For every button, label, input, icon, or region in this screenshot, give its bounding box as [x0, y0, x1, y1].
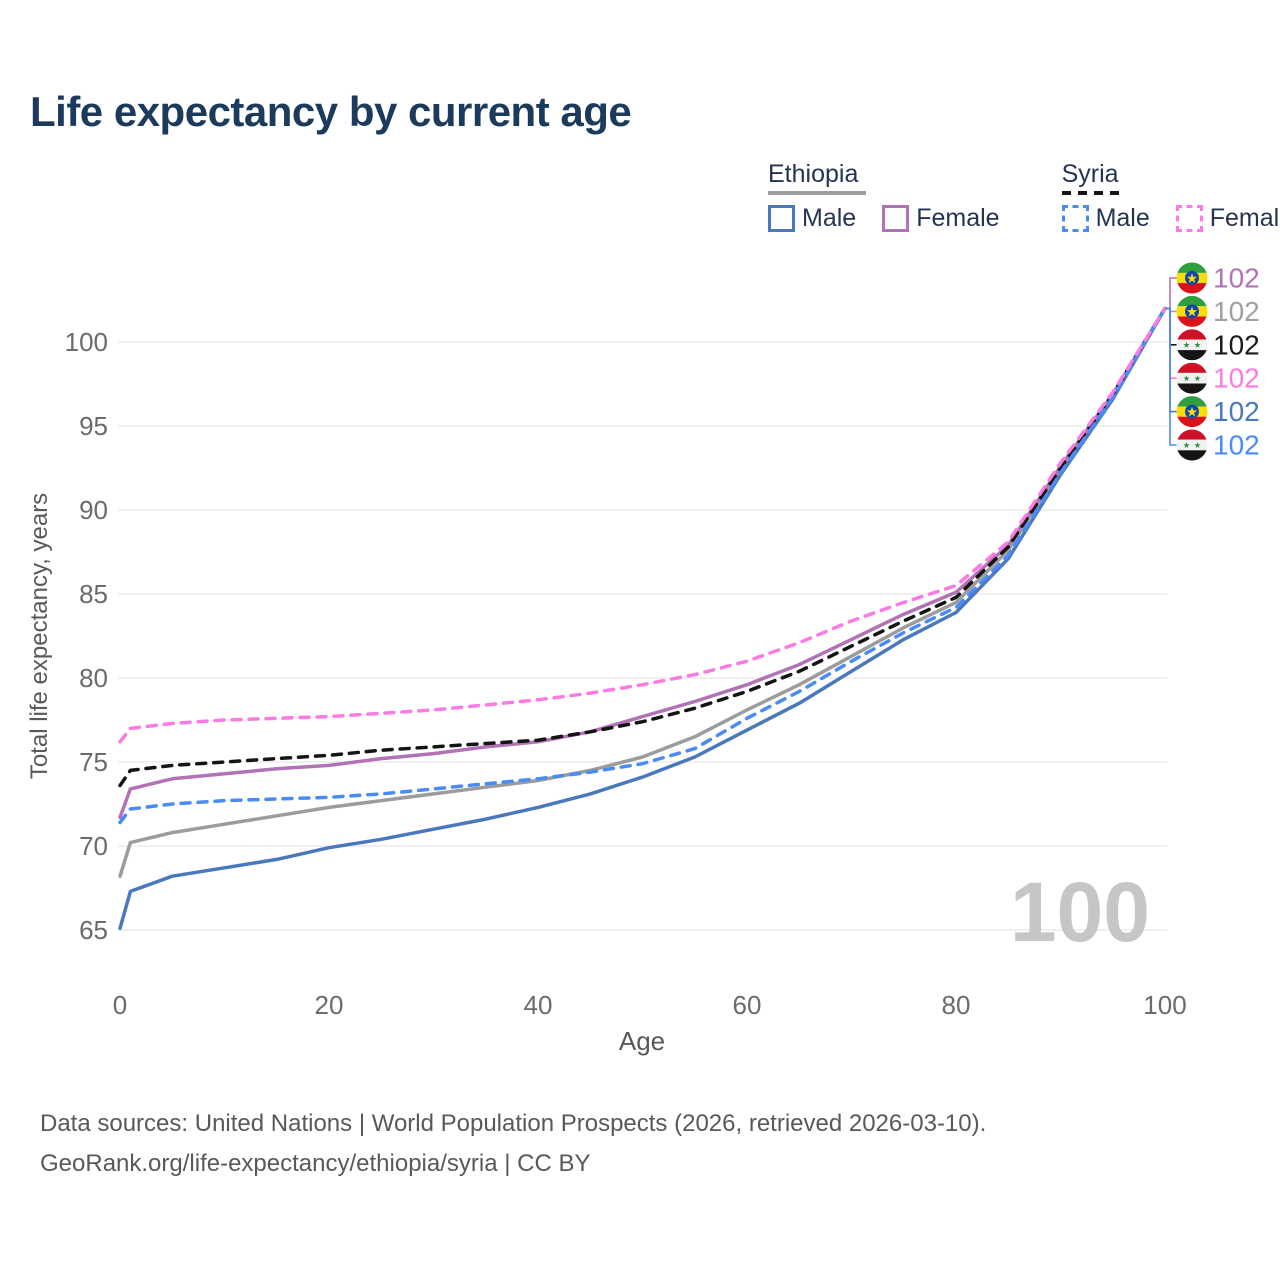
y-tick-100: 100 — [65, 327, 108, 357]
legend-group-ethiopia: Ethiopia Male Female — [768, 160, 1000, 233]
syria-flag-icon — [1176, 362, 1208, 394]
y-tick-95: 95 — [79, 411, 108, 441]
end-label-value-syria-female: 102 — [1213, 363, 1260, 394]
x-tick-80: 80 — [942, 990, 971, 1020]
legend-item-syria-female[interactable]: Female — [1175, 204, 1280, 233]
end-label-value-ethiopia-female: 102 — [1213, 263, 1260, 294]
ethiopia-flag-icon — [1176, 295, 1208, 327]
ethiopia-flag-icon — [1176, 396, 1208, 428]
legend-underline-syria — [1061, 191, 1120, 195]
footer: Data sources: United Nations | World Pop… — [40, 1104, 986, 1184]
footer-data-sources: Data sources: United Nations | World Pop… — [40, 1110, 987, 1137]
y-tick-80: 80 — [79, 663, 108, 693]
series-line-ethiopia[interactable] — [118, 306, 1167, 878]
y-tick-85: 85 — [79, 579, 108, 609]
ethiopia-female-swatch-icon — [882, 205, 910, 232]
legend-group-syria: Syria Male Female — [1061, 160, 1280, 233]
syria-male-swatch-icon — [1061, 205, 1089, 232]
end-label-value-ethiopia-male: 102 — [1213, 396, 1260, 427]
y-tick-90: 90 — [79, 495, 108, 525]
series-line-syria-female[interactable] — [118, 306, 1167, 744]
x-axis-title: Age — [619, 1026, 665, 1056]
end-label-value-syria: 102 — [1213, 329, 1260, 360]
legend: Ethiopia Male Female Syria — [768, 160, 1280, 233]
end-label-leader-ethiopia-male — [1165, 307, 1177, 413]
legend-label-syria-male: Male — [1095, 204, 1150, 232]
legend-label-syria-female: Female — [1209, 204, 1280, 232]
current-age-watermark: 100 — [1010, 865, 1150, 959]
series-line-syria[interactable] — [118, 306, 1167, 788]
legend-group-title-ethiopia: Ethiopia — [768, 160, 859, 188]
x-tick-20: 20 — [315, 990, 344, 1020]
legend-label-ethiopia-female: Female — [916, 204, 1000, 232]
end-label-leader-syria — [1165, 307, 1177, 346]
x-tick-0: 0 — [113, 990, 127, 1020]
ethiopia-male-swatch-icon — [768, 205, 795, 232]
syria-female-swatch-icon — [1175, 205, 1203, 232]
y-tick-65: 65 — [79, 915, 108, 945]
legend-item-ethiopia-female[interactable]: Female — [882, 204, 1000, 233]
end-label-value-syria-male: 102 — [1213, 430, 1260, 461]
x-tick-60: 60 — [733, 990, 762, 1020]
end-label-leader-ethiopia-female — [1165, 277, 1177, 310]
syria-flag-icon — [1176, 429, 1208, 461]
x-tick-40: 40 — [524, 990, 553, 1020]
series-line-ethiopia-female[interactable] — [118, 306, 1167, 820]
legend-item-ethiopia-male[interactable]: Male — [768, 204, 856, 233]
series-line-ethiopia-male[interactable] — [118, 306, 1167, 931]
legend-item-syria-male[interactable]: Male — [1061, 204, 1150, 233]
end-label-value-ethiopia: 102 — [1213, 296, 1260, 327]
ethiopia-flag-icon — [1176, 262, 1208, 294]
legend-group-title-syria: Syria — [1061, 160, 1119, 188]
chart-title: Life expectancy by current age — [30, 88, 632, 135]
legend-label-ethiopia-male: Male — [802, 204, 857, 232]
y-axis-title: Total life expectancy, years — [26, 493, 53, 779]
x-tick-100: 100 — [1143, 990, 1186, 1020]
legend-underline-ethiopia — [768, 191, 866, 195]
series-line-syria-male[interactable] — [118, 306, 1167, 825]
syria-flag-icon — [1176, 329, 1208, 361]
end-label-leader-syria-female — [1165, 307, 1177, 379]
y-tick-75: 75 — [79, 747, 108, 777]
end-label-leader-syria-male — [1165, 307, 1177, 446]
footer-attribution: GeoRank.org/life-expectancy/ethiopia/syr… — [40, 1150, 591, 1177]
y-tick-70: 70 — [79, 831, 108, 861]
